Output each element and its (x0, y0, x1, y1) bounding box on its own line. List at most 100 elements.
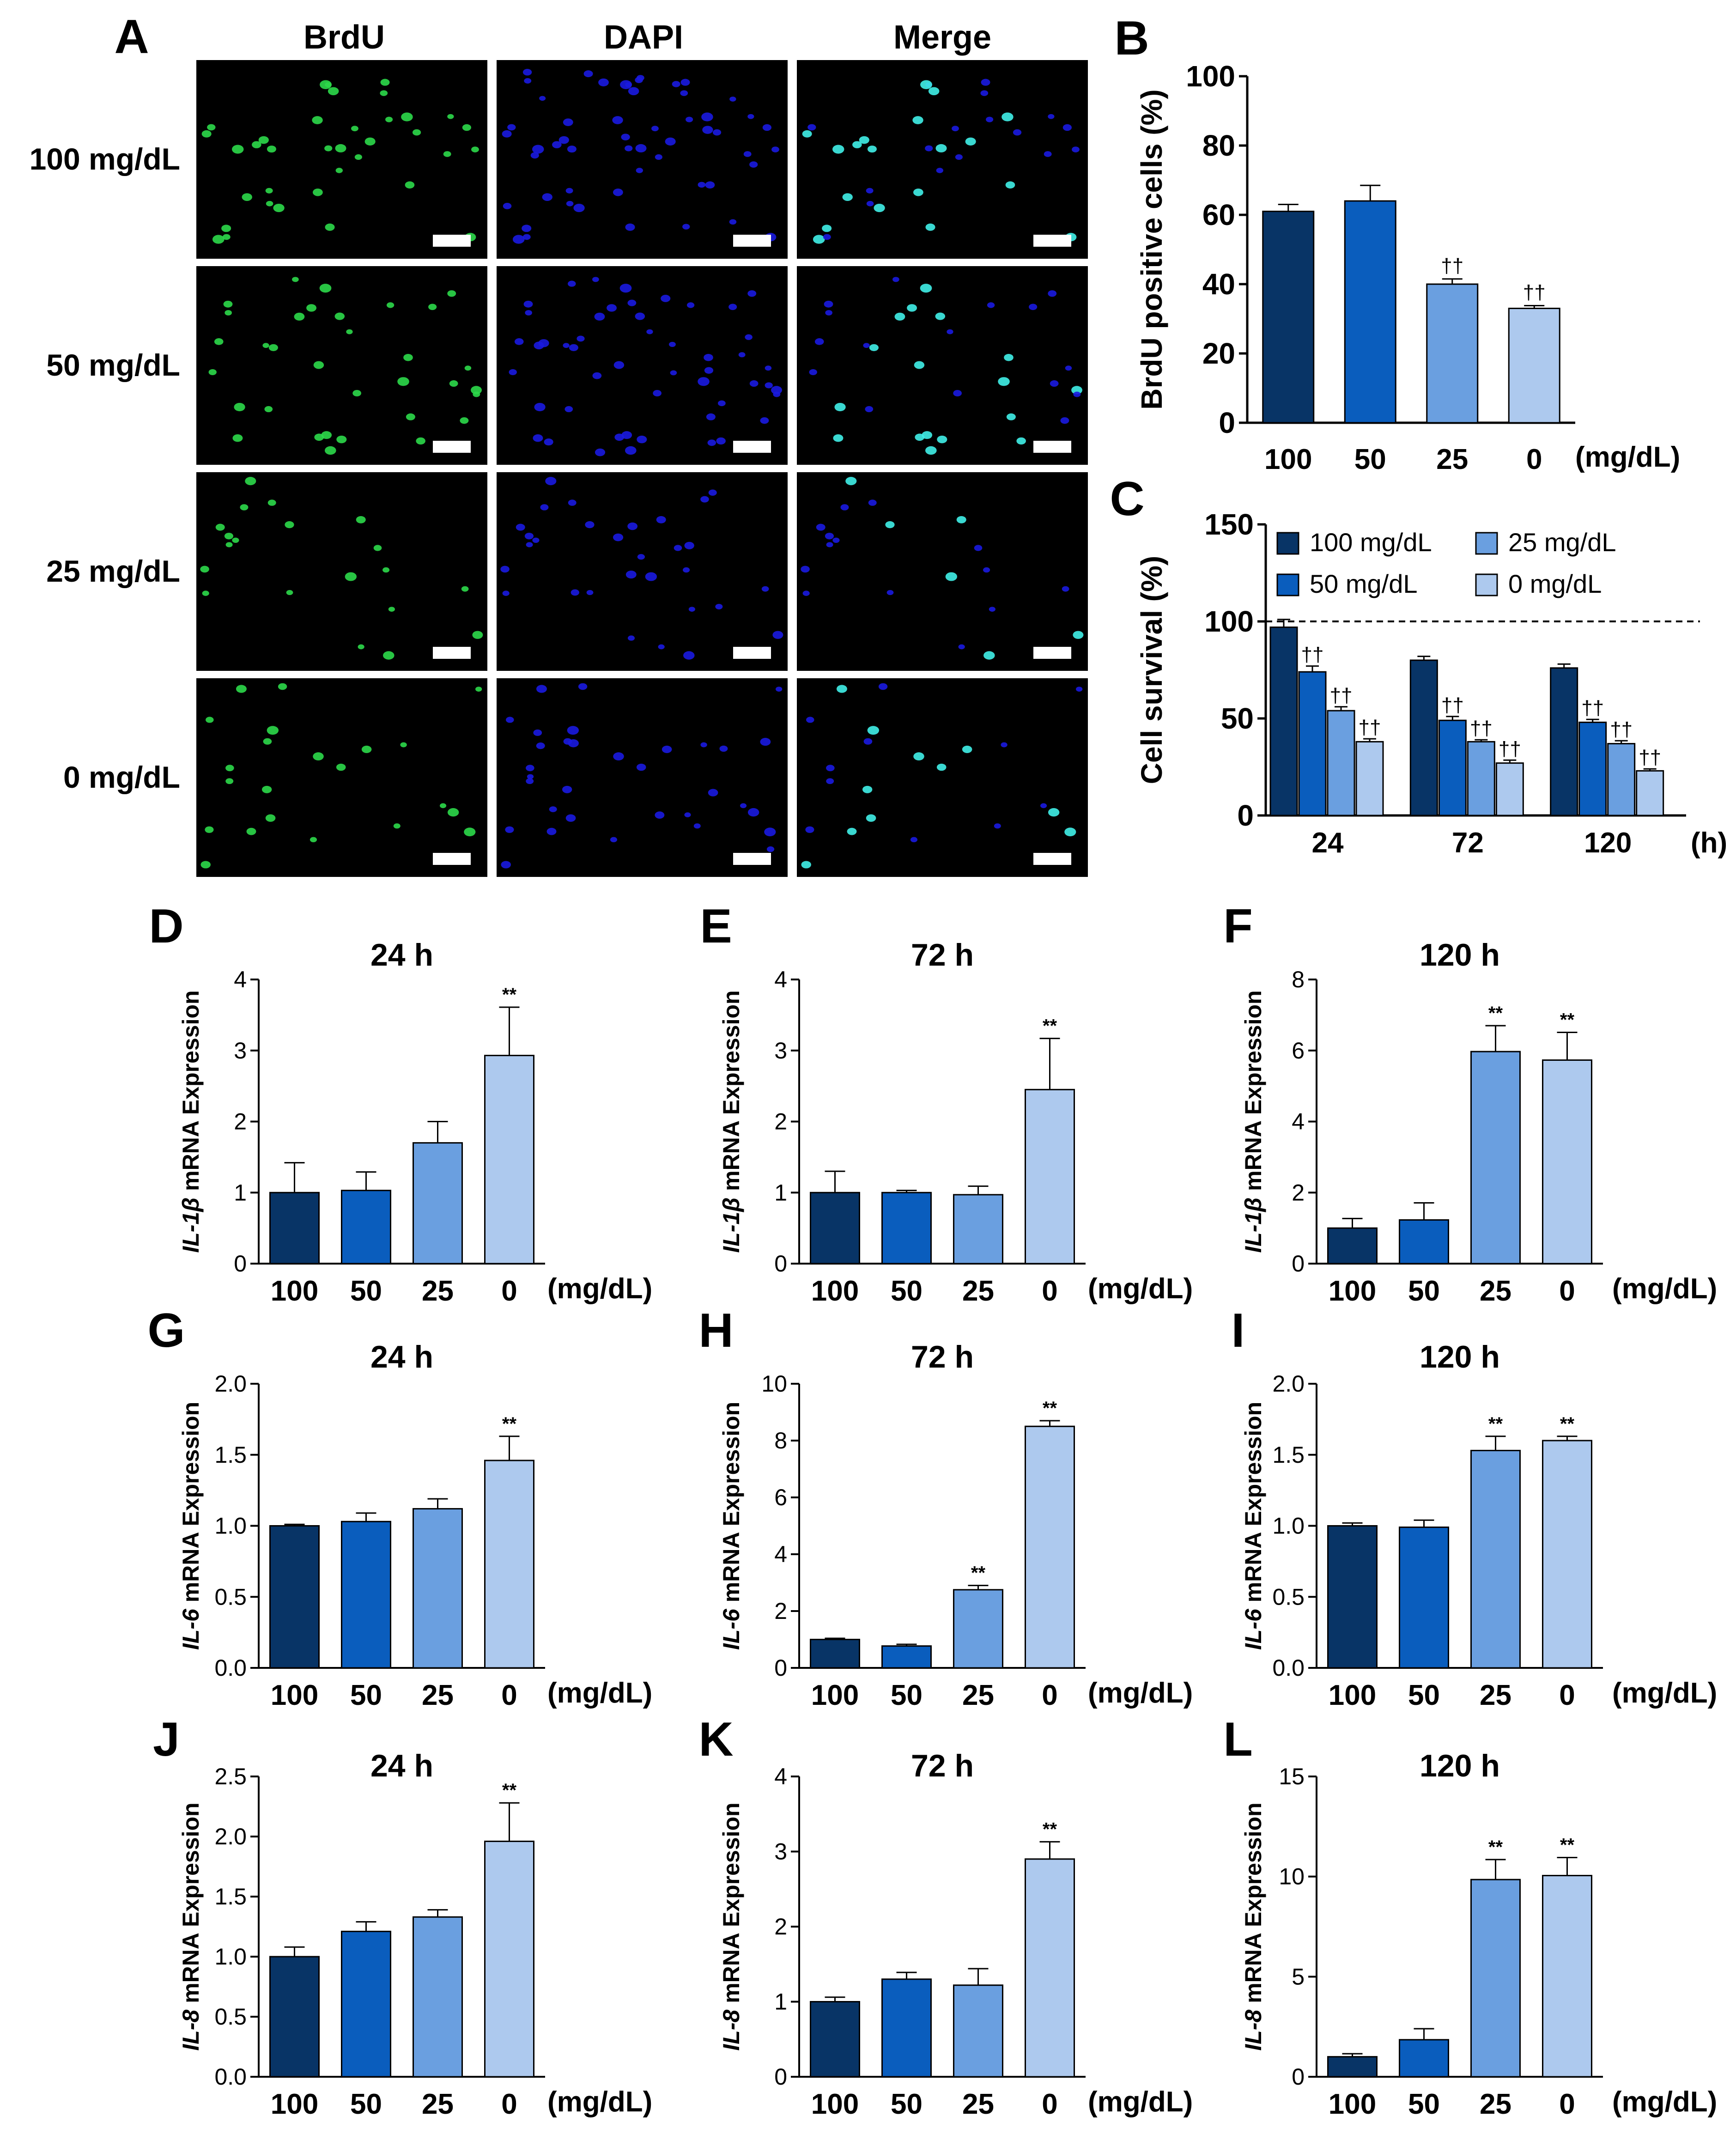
nucleus (745, 334, 753, 340)
significance-mark: ** (1560, 1414, 1575, 1434)
nucleus (530, 152, 539, 159)
nucleus (586, 590, 594, 596)
nucleus (920, 284, 932, 293)
chart-title: 120 h (1420, 937, 1500, 973)
nucleus (765, 365, 772, 371)
x-tick-label: 50 (891, 1275, 923, 1307)
nucleus (761, 586, 769, 592)
y-axis-label: BrdU positive cells (%) (1135, 89, 1168, 410)
y-tick-label: 10 (1279, 1864, 1305, 1890)
nucleus (980, 90, 989, 96)
nucleus (1001, 742, 1008, 748)
significance-mark: †† (1639, 746, 1661, 769)
significance-mark: †† (1359, 716, 1381, 739)
row-label: 50 mg/dL (46, 348, 180, 382)
nucleus (707, 439, 716, 446)
nucleus (215, 523, 225, 531)
nucleus (747, 808, 759, 817)
x-tick-label: 100 (271, 1679, 318, 1711)
nucleus (717, 400, 726, 407)
nucleus (473, 391, 480, 397)
nucleus (380, 79, 390, 86)
y-tick-label: 1.0 (214, 1944, 247, 1970)
nucleus (566, 201, 574, 207)
nucleus (252, 141, 261, 148)
nucleus (665, 137, 676, 146)
nucleus (766, 846, 775, 852)
nucleus (526, 778, 534, 785)
x-tick-label: 120 (1584, 827, 1632, 859)
significance-mark: ** (1043, 1016, 1057, 1036)
nucleus (568, 739, 579, 748)
x-unit-label: (h) (1691, 827, 1727, 859)
nucleus (807, 124, 816, 131)
chart-title: 120 h (1420, 1748, 1500, 1783)
nucleus (801, 861, 811, 869)
y-tick-label: 4 (774, 1764, 787, 1789)
panel-letter-H: H (698, 1304, 733, 1357)
nucleus (310, 837, 317, 843)
chart-title: 72 h (911, 1748, 974, 1783)
bar (1298, 671, 1327, 816)
nucleus (987, 302, 995, 308)
bar (1399, 2039, 1449, 2078)
bar (1025, 1425, 1075, 1669)
nucleus (563, 343, 570, 348)
nucleus (674, 545, 682, 551)
y-axis-label: IL-6 mRNA Expression (178, 1402, 204, 1650)
bar (1470, 1879, 1521, 2078)
nucleus (567, 726, 579, 735)
panel-letter-G: G (148, 1304, 185, 1357)
nucleus (533, 729, 542, 736)
x-tick-label: 100 (811, 1679, 859, 1711)
nucleus (826, 765, 835, 772)
nucleus (910, 837, 918, 843)
panel-letter-L: L (1223, 1713, 1253, 1766)
nucleus (1005, 181, 1015, 189)
bar (341, 1930, 391, 2078)
significance-mark: †† (1610, 718, 1633, 741)
nucleus (983, 567, 990, 573)
nucleus (700, 496, 709, 503)
nucleus (460, 417, 469, 424)
nucleus (981, 79, 990, 86)
nucleus (509, 369, 517, 376)
x-tick-label: 50 (350, 1275, 382, 1307)
significance-mark: †† (1470, 717, 1493, 740)
nucleus (200, 861, 211, 869)
nucleus (440, 803, 447, 809)
nucleus (565, 406, 573, 413)
y-tick-label: 0 (774, 1251, 787, 1277)
nucleus (825, 310, 832, 316)
nucleus (312, 116, 323, 124)
y-tick-label: 1.5 (214, 1884, 247, 1910)
nucleus (565, 188, 573, 194)
nucleus (449, 380, 458, 387)
x-tick-label: 0 (1042, 2088, 1057, 2120)
nucleus (824, 300, 833, 308)
nucleus (225, 310, 232, 316)
bar (1025, 1858, 1075, 2078)
nucleus (862, 785, 873, 793)
nucleus (708, 789, 718, 797)
nucleus (627, 635, 635, 641)
bar (269, 1956, 320, 2078)
x-tick-label: 0 (1042, 1679, 1057, 1711)
legend-label: 100 mg/dL (1310, 528, 1432, 557)
nucleus (945, 572, 957, 581)
panel-letter-J: J (153, 1713, 180, 1766)
nucleus (262, 343, 269, 348)
chart-F: F 0 2 4 6 8 IL-1β mRNA Expression 120 h 100 50 ** 2… (1223, 900, 1717, 1307)
nucleus (859, 136, 869, 144)
nucleus (920, 80, 932, 89)
scale-bar (733, 441, 771, 453)
micrograph-background (797, 60, 1088, 259)
nucleus (552, 141, 562, 148)
nucleus (953, 390, 962, 397)
bar (1542, 1440, 1592, 1669)
nucleus (672, 81, 680, 87)
nucleus (801, 566, 810, 573)
y-tick-label: 0 (1292, 2064, 1305, 2090)
nucleus (866, 188, 874, 194)
nucleus (573, 203, 585, 213)
